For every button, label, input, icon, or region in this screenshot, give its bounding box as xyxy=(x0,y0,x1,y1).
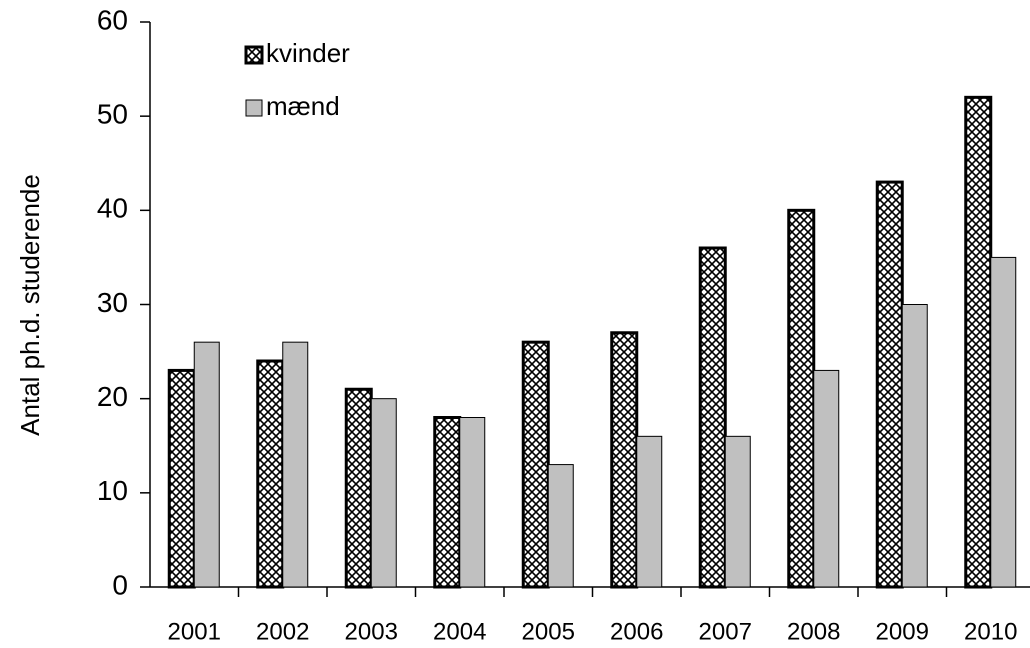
bar xyxy=(193,341,220,588)
bar xyxy=(901,304,928,588)
bar xyxy=(636,435,663,588)
bar xyxy=(698,246,727,589)
x-tick-label: 2005 xyxy=(522,618,575,645)
bar xyxy=(167,368,196,589)
x-tick-label: 2002 xyxy=(256,618,309,645)
x-tick-label: 2008 xyxy=(787,618,840,645)
bar xyxy=(724,435,751,588)
y-tick-label: 30 xyxy=(97,287,128,318)
bar xyxy=(547,464,574,588)
y-tick-label: 50 xyxy=(97,99,128,130)
x-tick-label: 2001 xyxy=(168,618,221,645)
bar xyxy=(813,369,840,588)
y-tick-label: 40 xyxy=(97,193,128,224)
bar xyxy=(990,256,1017,588)
bar xyxy=(344,387,373,589)
legend-label: mænd xyxy=(266,91,340,121)
x-tick-label: 2010 xyxy=(964,618,1017,645)
y-tick-label: 10 xyxy=(97,475,128,506)
bar xyxy=(459,417,486,588)
bar xyxy=(370,398,397,588)
bar xyxy=(433,416,462,589)
bar xyxy=(256,359,285,589)
y-tick-label: 60 xyxy=(97,4,128,35)
x-tick-label: 2004 xyxy=(433,618,486,645)
y-axis-label: Antal ph.d. studerende xyxy=(15,174,45,436)
bar xyxy=(964,95,993,589)
legend-swatch xyxy=(244,45,264,65)
y-tick-label: 20 xyxy=(97,381,128,412)
x-tick-label: 2009 xyxy=(876,618,929,645)
bar xyxy=(787,208,816,589)
x-tick-label: 2003 xyxy=(345,618,398,645)
bar xyxy=(610,331,639,589)
legend-swatch xyxy=(245,99,263,117)
x-tick-label: 2006 xyxy=(610,618,663,645)
y-tick-label: 0 xyxy=(112,569,128,600)
x-tick-label: 2007 xyxy=(699,618,752,645)
bar xyxy=(282,341,309,588)
bar xyxy=(521,340,550,589)
bar xyxy=(875,180,904,589)
legend-label: kvinder xyxy=(266,38,350,68)
